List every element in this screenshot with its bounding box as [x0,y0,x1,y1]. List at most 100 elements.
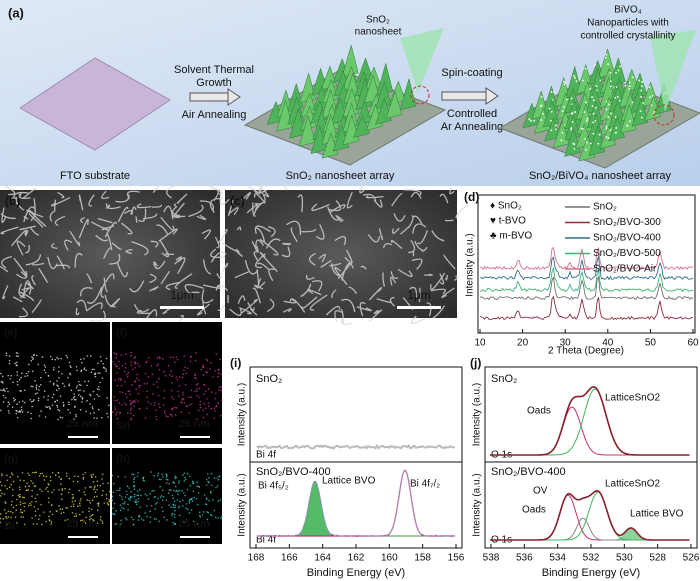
eds-dot [82,476,85,479]
eds-dot [16,403,18,406]
eds-dot [178,514,181,517]
eds-dot [133,488,136,491]
nanoparticle [541,112,544,115]
eds-dot [22,516,25,518]
eds-dot [199,516,202,518]
nanosheet [385,90,403,119]
eds-dot [167,364,170,367]
eds-dot [67,518,69,521]
eds-dot [101,520,103,522]
eds-dot [130,417,133,419]
eds-dot [118,367,120,370]
eds-dot [121,391,124,394]
eds-dot [29,502,31,505]
eds-dot [173,513,176,516]
eds-dot [137,500,139,503]
eds-dot [67,401,70,404]
eds-dot [30,400,33,403]
eds-dot [149,516,152,519]
x-tick-label: 10 [474,338,486,349]
eds-dot [68,361,71,364]
nanoparticle [631,76,634,79]
eds-dot [117,475,119,478]
eds-dot [183,402,186,404]
eds-dot [173,516,176,518]
eds-dot [165,475,168,478]
eds-dot [7,405,9,408]
eds-dot [68,372,71,375]
eds-dot [65,354,68,357]
eds-dot [86,499,89,501]
eds-dot [185,478,187,481]
eds-dot [32,523,35,525]
eds-dot [14,398,17,401]
eds-dot [35,384,38,387]
eds-dot [129,390,131,392]
eds-dot [207,402,210,404]
eds-dot [146,360,148,363]
eds-dot [165,375,167,377]
eds-dot [36,493,39,496]
eds-dot [182,474,184,476]
eds-dot [40,503,42,506]
eds-dot [178,384,181,387]
x-tick-label: 156 [448,553,465,564]
eds-dot [16,371,18,373]
eds-dot [106,397,108,399]
eds-dot [137,497,140,500]
eds-dot [1,389,4,392]
y-axis-title: Intensity (a.u.) [472,383,483,446]
eds-dot [22,502,24,505]
nanoparticle [581,128,584,130]
eds-dot [73,418,75,420]
eds-dot [47,490,49,493]
nanoparticle [591,96,593,99]
eds-dot [65,472,68,475]
eds-dot [39,376,42,379]
eds-dot [137,392,140,395]
eds-dot [91,406,94,408]
eds-dot [81,401,83,403]
eds-dot [76,369,78,372]
nanoparticle [555,124,557,127]
eds-dot [45,405,47,408]
eds-dot [72,505,75,508]
eds-dot [182,398,185,400]
eds-dot [52,369,55,371]
eds-dot [34,380,36,382]
eds-dot [119,487,121,489]
eds-dot [24,389,26,391]
eds-dot [186,367,189,369]
eds-dot [206,413,208,416]
nanoparticle [607,116,610,118]
eds-dot [115,510,117,512]
eds-dot [12,488,14,491]
eds-dot [17,355,19,357]
eds-dot [16,498,18,501]
scale-bar [180,436,210,438]
eds-dot [79,500,82,502]
eds-dot [30,504,32,506]
label: BiVO₄ [614,5,641,16]
label: SnO₂/BiVO₄ nanosheet array [529,170,672,182]
eds-dot [121,404,123,406]
eds-dot [61,508,64,511]
eds-dot [18,411,20,413]
eds-dot [51,404,54,406]
eds-dot [58,377,60,379]
eds-dot [7,516,10,518]
eds-dot [184,366,186,368]
label: (d) [464,190,479,204]
eds-dot [149,510,151,513]
eds-dot [147,498,150,500]
eds-dot [54,401,56,403]
eds-dot [56,384,58,386]
eds-dot [99,519,102,521]
eds-dot [21,496,24,499]
eds-dot [40,490,43,492]
eds-dot [113,396,116,398]
eds-dot [12,512,14,514]
eds-dot [210,362,212,364]
eds-dot [38,415,41,417]
